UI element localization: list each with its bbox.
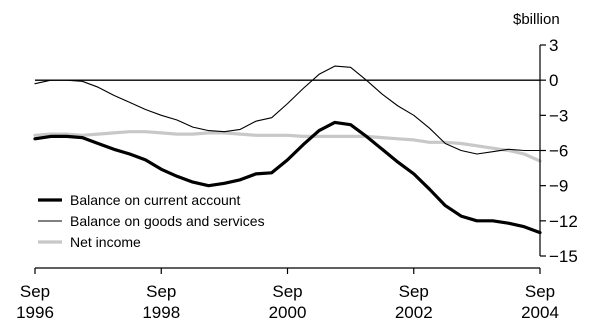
x-axis: Sep 1996 Sep 1998 Sep 2000 Sep 2002 Sep 2004 — [16, 267, 559, 322]
x-tick-label-year: 1998 — [142, 303, 180, 322]
y-unit-label: $billion — [513, 11, 560, 28]
x-tick-label-month: Sep — [272, 282, 302, 301]
x-tick-label-year: 1996 — [16, 303, 54, 322]
x-tick-label-month: Sep — [20, 282, 50, 301]
legend: Balance on current account Balance on goo… — [38, 192, 265, 250]
series-line-2 — [33, 130, 542, 163]
x-tick-label-month: Sep — [525, 282, 555, 301]
y-axis: 3 0 −3 −6 −9 −12 −15 — [539, 36, 578, 266]
y-tick-label: 3 — [549, 36, 558, 55]
x-tick-label-month: Sep — [146, 282, 176, 301]
x-tick-label-year: 2000 — [269, 303, 307, 322]
y-tick-label: −6 — [549, 142, 568, 161]
y-tick-label: 0 — [549, 71, 558, 90]
x-tick-label-year: 2004 — [521, 303, 559, 322]
legend-label-1: Balance on goods and services — [70, 213, 265, 229]
y-tick-label: −9 — [549, 177, 568, 196]
legend-label-2: Net income — [70, 234, 141, 250]
y-tick-label: −3 — [549, 106, 568, 125]
series-line-0 — [33, 120, 542, 235]
y-tick-label: −15 — [549, 247, 578, 266]
y-tick-label: −12 — [549, 212, 578, 231]
x-tick-label-month: Sep — [399, 282, 429, 301]
x-tick-label-year: 2002 — [395, 303, 433, 322]
plot-lines — [33, 65, 542, 235]
legend-label-0: Balance on current account — [70, 192, 241, 208]
series-line-1 — [34, 65, 541, 155]
